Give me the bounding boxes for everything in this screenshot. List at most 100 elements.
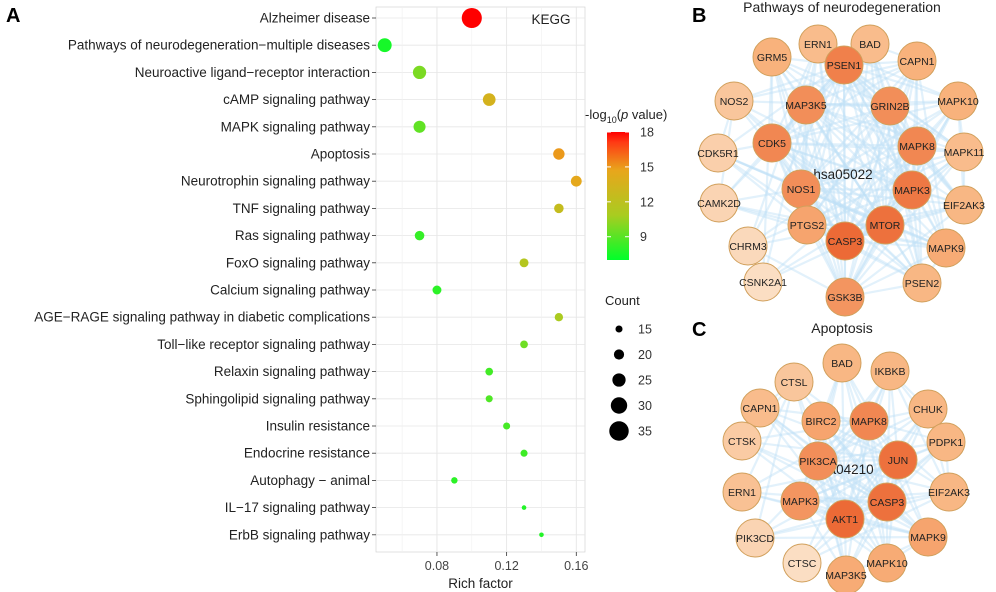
network-node: CTSL (774, 362, 814, 402)
network-edge (800, 144, 918, 191)
network-edge (771, 99, 959, 145)
network-node: MTOR (865, 205, 905, 245)
size-legend-dot (609, 421, 629, 441)
data-point (461, 7, 482, 29)
network-node-label: PSEN2 (905, 278, 940, 290)
network-node: PIK3CA (798, 441, 838, 481)
network-node-label: BIRC2 (806, 416, 837, 428)
network-edge (805, 59, 918, 107)
network-edge (843, 43, 872, 242)
category-label: Endocrine resistance (244, 446, 370, 461)
x-tick-label: 0.08 (425, 559, 449, 573)
network-node-circle (938, 81, 978, 121)
network-node-circle (870, 351, 910, 391)
network-edge (770, 56, 803, 190)
category-label: Insulin resistance (266, 419, 370, 434)
network-edge (844, 204, 965, 298)
data-point (503, 422, 511, 430)
network-node-circle (926, 422, 966, 462)
network-node-label: MAPK9 (910, 532, 946, 544)
network-node-circle (825, 277, 865, 317)
network-node: CHUK (908, 389, 948, 429)
network-node: GSK3B (825, 277, 865, 317)
network-node: PDPK1 (926, 422, 966, 462)
network-node-circle (944, 132, 984, 172)
network-node-label: GRM5 (757, 52, 787, 64)
network-node-circle (801, 401, 841, 441)
network-node: AKT1 (825, 499, 865, 539)
network-edge (843, 105, 892, 298)
network-node-circle (892, 170, 932, 210)
size-legend-dot (612, 373, 626, 387)
network-node: MAPK3 (892, 170, 932, 210)
data-point (482, 93, 496, 106)
network-node: MAPK8 (849, 401, 889, 441)
network-edge (805, 103, 965, 154)
network-b-title: Pathways of neurodegeneration (743, 0, 941, 15)
network-c-title: Apoptosis (811, 320, 872, 336)
x-axis-title: Rich factor (448, 576, 513, 591)
network-edge (844, 420, 871, 576)
network-node: MAPK10 (937, 81, 979, 121)
network-edge (844, 151, 965, 298)
network-edge (805, 104, 913, 191)
network-node: MAPK3 (780, 481, 820, 521)
network-node-label: CAPN1 (899, 56, 934, 68)
network-node: CASP3 (867, 482, 907, 522)
category-label: FoxO signaling pathway (226, 255, 370, 270)
network-edge (801, 408, 929, 564)
network-edge (843, 64, 913, 191)
network-node-label: GSK3B (827, 292, 862, 304)
color-bar-tick-label: 9 (640, 230, 647, 244)
network-node-circle (722, 421, 762, 461)
network-node-circle (902, 263, 942, 303)
data-point (554, 203, 564, 214)
network-edge (771, 141, 965, 207)
network-node-circle (824, 45, 864, 85)
network-node-label: MTOR (870, 220, 901, 232)
data-point (570, 175, 582, 187)
size-legend-dot (613, 349, 625, 360)
color-legend: -log10(p value) 9 12 15 18 (585, 107, 667, 260)
network-edge (718, 201, 947, 250)
network-edge (800, 100, 959, 190)
category-label: AGE−RAGE signaling pathway in diabetic c… (34, 310, 370, 325)
data-point (520, 449, 528, 457)
network-edge (771, 142, 923, 284)
network-node-circle (798, 441, 838, 481)
network-node: IKBKB (870, 351, 910, 391)
network-node-circle (867, 482, 907, 522)
network-edge (793, 381, 888, 503)
size-legend-label: 15 (638, 323, 652, 337)
x-tick-label: 0.12 (494, 559, 518, 573)
network-node-circle (865, 205, 905, 245)
x-tick-label: 0.16 (564, 559, 588, 573)
network-edge (843, 64, 947, 249)
network-edge (805, 104, 965, 206)
data-point (539, 532, 544, 538)
network-node-label: NOS1 (787, 184, 816, 196)
network-node: EIF2AK3 (943, 185, 985, 225)
network-edge (843, 105, 892, 242)
network-edge (718, 201, 846, 243)
network-node: CHRM3 (728, 226, 768, 266)
network-edge (754, 500, 888, 540)
network-node-label: MAPK8 (851, 416, 887, 428)
size-legend-label: 35 (638, 425, 652, 439)
network-node-circle (897, 41, 937, 81)
network-node-label: CTSL (781, 377, 808, 389)
network-node-label: CASP3 (870, 497, 905, 509)
network-node-label: CTSC (788, 558, 817, 570)
data-point (414, 230, 425, 241)
panel-c: C Apoptosis hsa04210BADCTSLIKBKBCAPN1BIR… (692, 319, 970, 592)
network-node-circle (870, 86, 910, 126)
network-node: NOS2 (714, 81, 754, 121)
network-edge (844, 203, 965, 243)
category-label: Alzheimer disease (260, 11, 370, 26)
panel-c-label: C (692, 319, 706, 341)
network-node: ERN1 (798, 24, 838, 64)
network-edge (741, 440, 929, 538)
network-edge (840, 362, 889, 564)
network-edge (842, 64, 847, 242)
